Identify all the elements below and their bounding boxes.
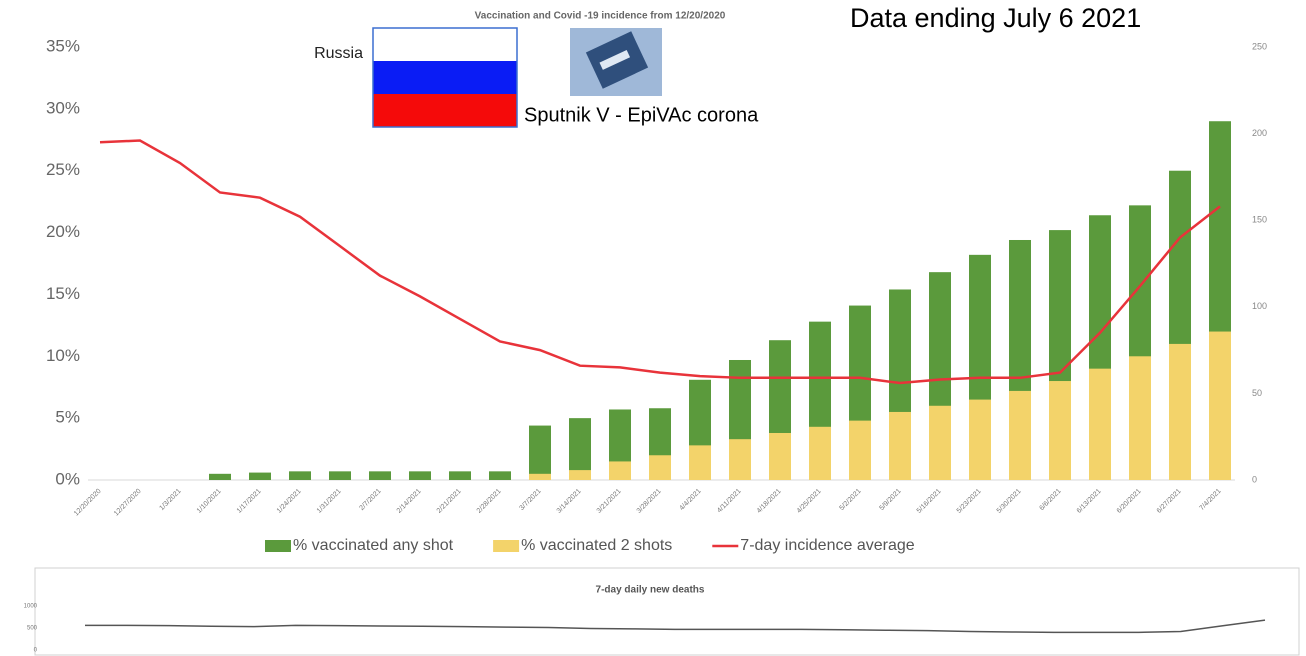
y-tick-label: 35% [46,36,80,55]
x-tick-label: 5/9/2021 [878,488,902,512]
y-tick-label: 30% [46,98,80,117]
y-tick-label: 1000 [24,604,38,610]
x-tick-label: 5/23/2021 [956,488,983,515]
y-tick-label: 15% [46,284,80,303]
annotation: Data ending July 6 2021 [850,3,1141,33]
x-tick-label: 3/14/2021 [556,488,583,515]
x-tick-label: 3/21/2021 [596,488,623,515]
x-tick-label: 3/7/2021 [518,488,542,512]
chart-title: Vaccination and Covid -19 incidence from… [475,11,726,22]
x-tick-label: 2/28/2021 [476,488,503,515]
x-tick-label: 12/27/2020 [113,488,143,518]
x-tick-label: 3/28/2021 [636,488,663,515]
y-tick-label: 10% [46,346,80,365]
y-tick-label: 0 [34,648,38,654]
bar [649,455,671,480]
bar [249,472,271,480]
x-tick-label: 7/4/2021 [1198,488,1222,512]
vaccine-image [570,28,662,96]
x-tick-label: 1/10/2021 [196,488,223,515]
x-tick-label: 6/6/2021 [1038,488,1062,512]
bar [529,425,551,480]
y2-tick-label: 150 [1252,215,1267,225]
x-tick-label: 5/30/2021 [996,488,1023,515]
bar [1129,356,1151,480]
x-tick-label: 1/3/2021 [158,488,182,512]
y-tick-label: 500 [27,626,38,632]
x-tick-label: 5/2/2021 [838,488,862,512]
x-tick-label: 1/31/2021 [316,488,343,515]
x-tick-label: 6/13/2021 [1076,488,1103,515]
deaths-panel [34,567,1300,656]
x-tick-label: 12/20/2020 [73,488,103,518]
x-tick-label: 1/17/2021 [236,488,263,515]
bar [409,471,431,480]
y2-tick-label: 0 [1252,474,1257,484]
bar [849,420,871,480]
chart-title: 7-day daily new deaths [596,585,705,596]
bar [1169,343,1191,480]
y2-tick-label: 250 [1252,41,1267,51]
bar [809,426,831,480]
x-tick-label: 6/20/2021 [1116,488,1143,515]
line [99,139,1221,385]
x-tick-label: 4/4/2021 [678,488,702,512]
y2-tick-label: 50 [1252,388,1262,398]
bar [969,399,991,480]
bar [489,471,511,480]
bar [569,418,591,480]
x-tick-label: 4/11/2021 [716,488,743,515]
bar [529,473,551,480]
y-tick-label: 0% [55,469,80,488]
x-tick-label: 2/14/2021 [396,488,423,515]
x-tick-label: 2/7/2021 [358,488,382,512]
bar [329,471,351,480]
x-tick-label: 4/25/2021 [796,488,823,515]
x-tick-label: 5/16/2021 [916,488,943,515]
bar [609,461,631,480]
bar [209,473,231,480]
bar [369,471,391,480]
legend-label: % vaccinated any shot [293,537,454,554]
legend-swatch [493,540,520,552]
bar [889,411,911,480]
y-tick-label: 20% [46,222,80,241]
bar [1009,390,1031,480]
y-tick-label: 25% [46,160,80,179]
bar [1049,381,1071,480]
x-tick-label: 4/18/2021 [756,488,783,515]
bar [1209,331,1231,480]
x-tick-label: 1/24/2021 [276,488,303,515]
bar [569,470,591,480]
x-tick-label: 2/21/2021 [436,488,463,515]
y2-tick-label: 100 [1252,301,1267,311]
annotation: Russia [314,45,363,62]
bar [449,471,471,480]
bar [689,445,711,480]
y-tick-label: 5% [55,408,80,427]
legend-label: 7-day incidence average [740,537,914,554]
bar [769,432,791,480]
x-tick-label: 6/27/2021 [1156,488,1183,515]
legend-label: % vaccinated 2 shots [521,537,672,554]
line [85,619,1266,634]
annotation: Sputnik V - EpiVAc corona [524,104,759,126]
bar [1089,368,1111,480]
bar [289,471,311,480]
bar [929,405,951,480]
legend-swatch [265,540,291,552]
russia-flag [372,27,518,128]
y2-tick-label: 200 [1252,128,1267,138]
bar [729,439,751,480]
